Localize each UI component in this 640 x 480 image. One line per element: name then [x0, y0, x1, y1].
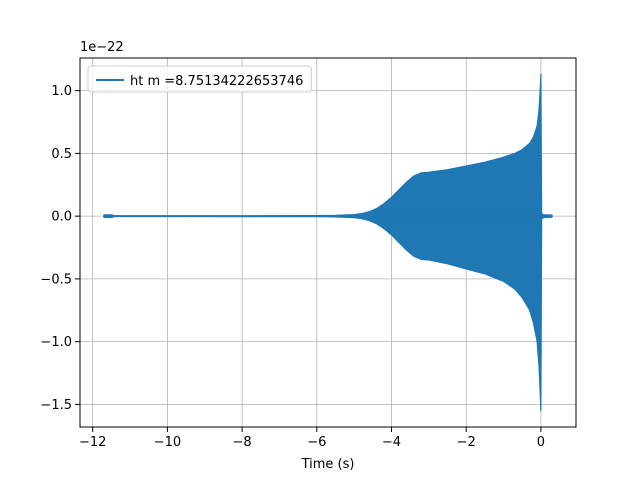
x-tick-label: 0	[537, 435, 545, 450]
y-offset-label: 1e−22	[80, 40, 124, 55]
legend-box	[87, 65, 312, 93]
x-tick-label: −6	[307, 435, 326, 450]
y-tick-label: 1.0	[51, 84, 72, 99]
x-tick-label: −12	[79, 435, 106, 450]
series-layer	[103, 73, 553, 412]
ticks: −12 −10 −8 −6 −4 −2 0 −1.5 −1.0 −0.5 0.0 0.5 1.0	[40, 84, 545, 450]
x-axis-label: Time (s)	[301, 457, 355, 472]
x-tick-label: −2	[457, 435, 476, 450]
x-tick-label: −4	[382, 435, 401, 450]
x-tick-label: −10	[154, 435, 181, 450]
y-tick-label: −1.0	[40, 335, 72, 350]
series-envelope	[103, 73, 553, 412]
legend: ht m =8.75134222653746	[87, 65, 312, 93]
plot-frame	[79, 57, 577, 428]
y-tick-label: 0.0	[51, 210, 72, 225]
x-tick-label: −8	[233, 435, 252, 450]
y-tick-label: −1.5	[40, 398, 72, 413]
legend-label: ht m =8.75134222653746	[130, 74, 303, 89]
y-tick-label: −0.5	[40, 272, 72, 287]
y-tick-label: 0.5	[51, 147, 72, 162]
